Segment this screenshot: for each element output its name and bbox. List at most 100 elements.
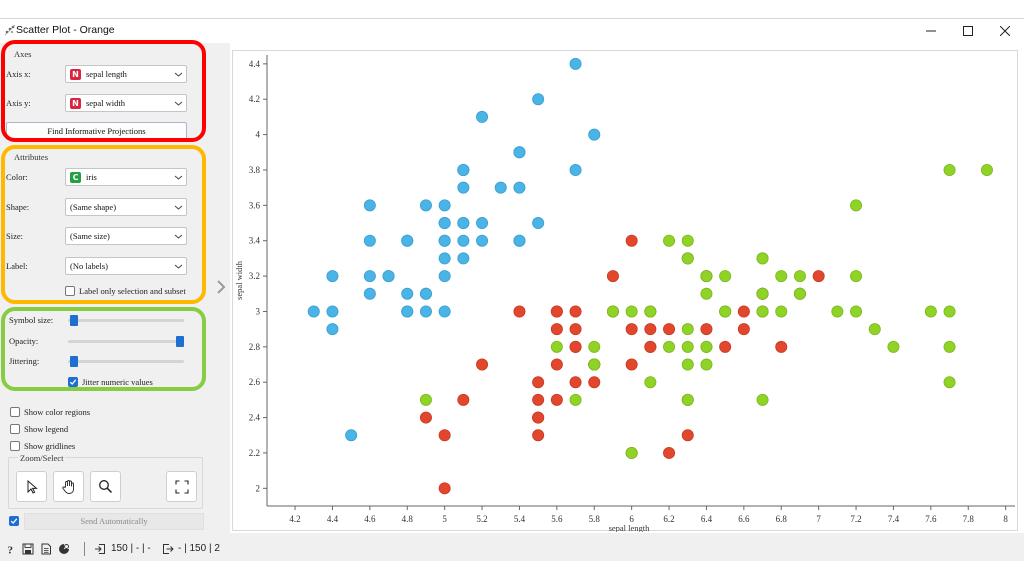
data-point[interactable] xyxy=(438,252,451,265)
close-button[interactable] xyxy=(986,19,1024,43)
data-point[interactable] xyxy=(943,376,956,389)
axis-x-combo[interactable]: N sepal length xyxy=(65,65,187,83)
data-point[interactable] xyxy=(775,340,788,353)
pan-tool-button[interactable] xyxy=(53,471,84,502)
data-point[interactable] xyxy=(681,252,694,265)
data-point[interactable] xyxy=(438,429,451,442)
data-point[interactable] xyxy=(812,270,825,283)
help-icon[interactable]: ? xyxy=(5,543,17,556)
data-point[interactable] xyxy=(550,305,563,318)
data-point[interactable] xyxy=(606,270,619,283)
data-point[interactable] xyxy=(438,305,451,318)
send-automatically-button[interactable]: Send Automatically xyxy=(24,513,204,530)
data-point[interactable] xyxy=(625,358,638,371)
axis-y-combo[interactable]: N sepal width xyxy=(65,94,187,112)
data-point[interactable] xyxy=(419,199,432,212)
data-point[interactable] xyxy=(457,252,470,265)
data-point[interactable] xyxy=(663,323,676,336)
data-point[interactable] xyxy=(363,287,376,300)
data-point[interactable] xyxy=(494,181,507,194)
data-point[interactable] xyxy=(569,163,582,176)
find-informative-projections-button[interactable]: Find Informative Projections xyxy=(6,122,187,140)
data-point[interactable] xyxy=(756,287,769,300)
data-point[interactable] xyxy=(663,340,676,353)
data-point[interactable] xyxy=(644,323,657,336)
data-point[interactable] xyxy=(625,234,638,247)
data-point[interactable] xyxy=(681,358,694,371)
color-combo[interactable]: C iris xyxy=(65,168,187,186)
data-point[interactable] xyxy=(476,217,489,230)
data-point[interactable] xyxy=(850,199,863,212)
data-point[interactable] xyxy=(419,393,432,406)
data-point[interactable] xyxy=(756,305,769,318)
data-point[interactable] xyxy=(457,181,470,194)
data-point[interactable] xyxy=(625,305,638,318)
jittering-handle[interactable] xyxy=(70,356,79,367)
visual-settings-icon[interactable] xyxy=(58,543,70,555)
show-legend-checkbox[interactable] xyxy=(10,424,20,434)
shape-combo[interactable]: (Same shape) xyxy=(65,198,187,216)
data-point[interactable] xyxy=(681,340,694,353)
data-point[interactable] xyxy=(943,305,956,318)
data-point[interactable] xyxy=(831,305,844,318)
data-point[interactable] xyxy=(793,270,806,283)
data-point[interactable] xyxy=(681,393,694,406)
data-point[interactable] xyxy=(980,163,993,176)
data-point[interactable] xyxy=(719,270,732,283)
select-tool-button[interactable] xyxy=(16,471,47,502)
data-point[interactable] xyxy=(457,163,470,176)
data-point[interactable] xyxy=(924,305,937,318)
data-point[interactable] xyxy=(532,217,545,230)
data-point[interactable] xyxy=(382,270,395,283)
data-point[interactable] xyxy=(569,376,582,389)
show-gridlines-checkbox[interactable] xyxy=(10,441,20,451)
data-point[interactable] xyxy=(719,305,732,318)
data-point[interactable] xyxy=(644,376,657,389)
data-point[interactable] xyxy=(532,429,545,442)
data-point[interactable] xyxy=(625,323,638,336)
data-point[interactable] xyxy=(663,446,676,459)
data-point[interactable] xyxy=(775,270,788,283)
data-point[interactable] xyxy=(588,340,601,353)
data-point[interactable] xyxy=(756,393,769,406)
data-point[interactable] xyxy=(438,234,451,247)
data-point[interactable] xyxy=(326,305,339,318)
data-point[interactable] xyxy=(569,57,582,70)
data-point[interactable] xyxy=(569,340,582,353)
data-point[interactable] xyxy=(644,305,657,318)
data-point[interactable] xyxy=(438,217,451,230)
data-point[interactable] xyxy=(513,181,526,194)
data-point[interactable] xyxy=(532,411,545,424)
send-automatically-checkbox[interactable] xyxy=(9,516,19,526)
data-point[interactable] xyxy=(850,305,863,318)
data-point[interactable] xyxy=(663,234,676,247)
data-point[interactable] xyxy=(476,358,489,371)
label-combo[interactable]: (No labels) xyxy=(65,257,187,275)
data-point[interactable] xyxy=(569,393,582,406)
data-point[interactable] xyxy=(326,270,339,283)
data-point[interactable] xyxy=(438,199,451,212)
data-point[interactable] xyxy=(700,270,713,283)
data-point[interactable] xyxy=(401,234,414,247)
jitter-numeric-checkbox[interactable] xyxy=(68,377,78,387)
data-point[interactable] xyxy=(419,305,432,318)
data-point[interactable] xyxy=(569,305,582,318)
size-combo[interactable]: (Same size) xyxy=(65,227,187,245)
data-point[interactable] xyxy=(513,146,526,159)
data-point[interactable] xyxy=(532,376,545,389)
data-point[interactable] xyxy=(644,340,657,353)
data-point[interactable] xyxy=(569,323,582,336)
data-point[interactable] xyxy=(401,305,414,318)
data-point[interactable] xyxy=(363,270,376,283)
data-point[interactable] xyxy=(326,323,339,336)
data-point[interactable] xyxy=(681,429,694,442)
data-point[interactable] xyxy=(793,287,806,300)
reset-zoom-button[interactable] xyxy=(166,471,197,502)
data-point[interactable] xyxy=(700,287,713,300)
data-point[interactable] xyxy=(625,446,638,459)
data-point[interactable] xyxy=(588,358,601,371)
data-point[interactable] xyxy=(419,287,432,300)
data-point[interactable] xyxy=(419,411,432,424)
data-point[interactable] xyxy=(550,393,563,406)
report-icon[interactable] xyxy=(40,543,52,555)
